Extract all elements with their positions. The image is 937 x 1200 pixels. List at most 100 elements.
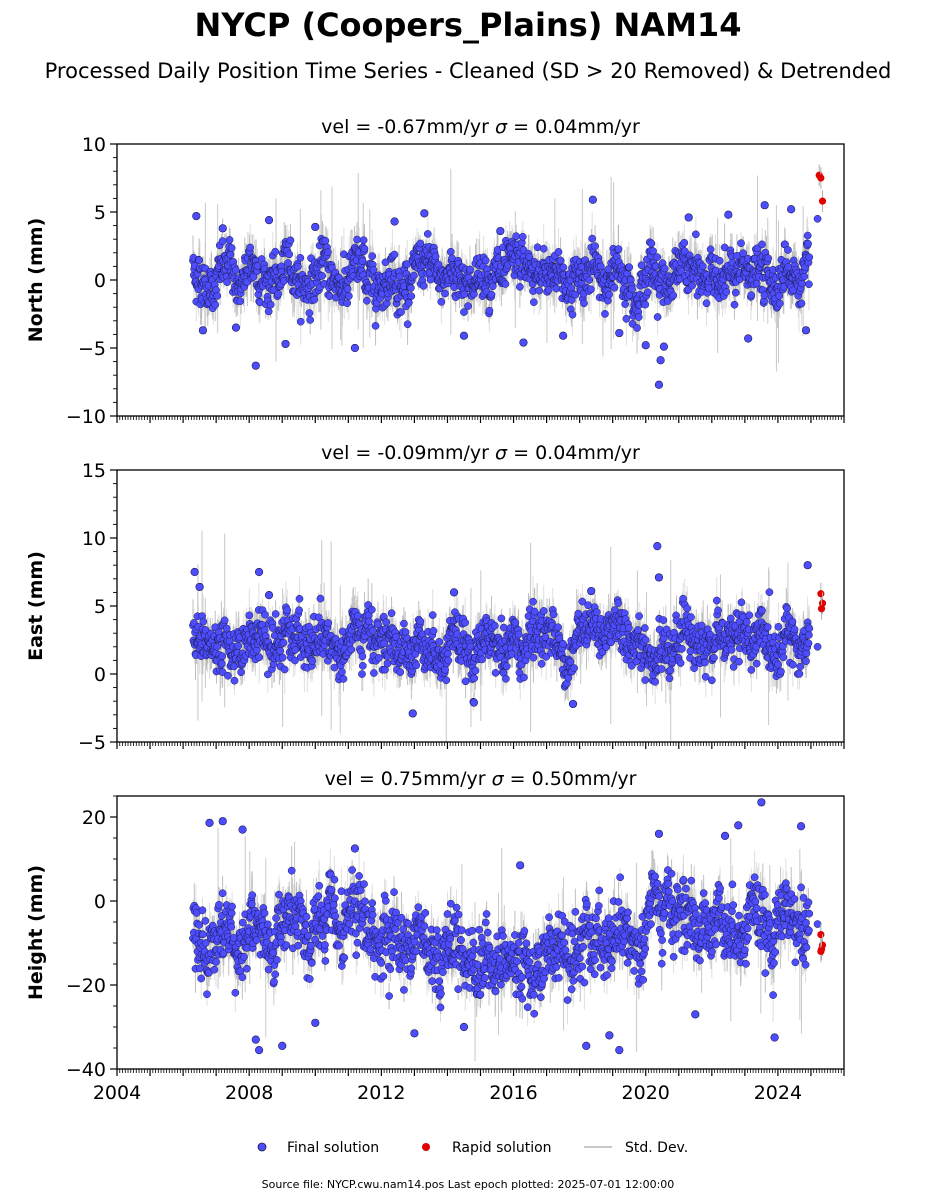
- north-final-point: [446, 247, 455, 256]
- north-final-point: [296, 253, 305, 262]
- north-final-point: [343, 285, 352, 293]
- north-final-point: [625, 263, 634, 272]
- north-final-point: [310, 295, 319, 304]
- north-final-point: [580, 299, 588, 308]
- north-rapid-point: [818, 197, 827, 205]
- north-final-point: [706, 245, 715, 254]
- north-final-point: [363, 296, 371, 305]
- north-final-point: [669, 291, 678, 300]
- north-final-point: [211, 300, 220, 309]
- north-final-point: [403, 320, 412, 329]
- north-y-tick-label: 5: [94, 202, 106, 224]
- north-final-point: [296, 317, 305, 326]
- north-final-point: [571, 290, 580, 299]
- north-final-point: [464, 302, 472, 310]
- north-final-point: [637, 261, 646, 270]
- east-final-point: [217, 659, 226, 668]
- north-final-point: [588, 195, 597, 204]
- north-final-point: [804, 239, 812, 248]
- north-final-point: [231, 266, 240, 275]
- north-final-point: [813, 214, 822, 223]
- east-final-point: [224, 671, 232, 680]
- north-y-tick-label: 0: [94, 270, 106, 292]
- north-final-point: [653, 313, 662, 321]
- north-final-point: [744, 334, 753, 343]
- north-final-point: [568, 310, 577, 319]
- north-final-point: [684, 213, 693, 222]
- north-final-point: [321, 236, 330, 245]
- north-final-point: [641, 341, 650, 350]
- north-y-tick-label: 10: [82, 134, 106, 156]
- north-final-point: [390, 217, 399, 226]
- north-final-point: [556, 256, 565, 265]
- north-title-sigma: σ: [495, 116, 508, 138]
- north-final-point: [409, 271, 418, 280]
- north-y-label: North (mm): [25, 218, 47, 343]
- north-final-point: [318, 272, 326, 280]
- north-final-point: [227, 244, 236, 252]
- north-final-point: [459, 331, 469, 340]
- north-final-point: [501, 280, 510, 288]
- north-final-point: [360, 244, 369, 253]
- panels: −10 −5 0 5 10 vel = -0.67mm/yr σ = 0.04mm/yr N…: [25, 116, 845, 1104]
- north-final-point: [649, 247, 657, 255]
- north-final-point: [605, 290, 613, 299]
- north-final-point: [539, 244, 548, 253]
- north-final-point: [236, 297, 245, 306]
- north-final-point: [223, 278, 231, 287]
- north-final-point: [249, 272, 258, 281]
- north-final-point: [698, 262, 707, 271]
- north-final-point: [519, 338, 528, 347]
- north-rapid-points: [815, 164, 827, 212]
- north-final-point: [633, 324, 641, 332]
- north-panel: −10 −5 0 5 10 vel = -0.67mm/yr σ = 0.04mm/yr N…: [25, 116, 845, 428]
- north-final-point: [395, 272, 404, 281]
- north-final-point: [784, 263, 793, 271]
- north-title-sigma-value: = 0.04mm/yr: [507, 116, 640, 138]
- north-x-axis: [116, 416, 845, 423]
- north-final-point: [764, 254, 773, 263]
- north-final-point: [641, 300, 650, 309]
- north-final-point: [688, 281, 696, 290]
- north-final-point: [775, 299, 784, 308]
- north-final-point: [488, 282, 497, 291]
- north-final-point: [368, 252, 377, 260]
- north-final-point: [758, 240, 766, 249]
- north-plot-area: [189, 164, 827, 389]
- north-final-point: [419, 282, 428, 290]
- north-final-point: [271, 247, 280, 256]
- north-final-point: [680, 238, 689, 247]
- north-final-point: [643, 288, 652, 297]
- north-final-point: [225, 236, 234, 244]
- north-final-point: [647, 239, 656, 248]
- north-y-axis: −10 −5 0 5 10: [66, 134, 117, 428]
- east-final-point: [218, 652, 227, 661]
- north-final-point: [359, 236, 368, 245]
- north-final-point: [420, 209, 429, 218]
- north-final-point: [518, 232, 527, 241]
- north-final-point: [654, 380, 664, 389]
- north-final-point: [516, 283, 524, 291]
- north-final-point: [622, 314, 631, 323]
- north-final-point: [231, 323, 241, 332]
- north-final-point: [485, 306, 494, 315]
- north-final-point: [284, 259, 292, 267]
- east-final-point: [218, 668, 227, 677]
- north-final-point: [441, 289, 449, 298]
- north-final-point: [784, 246, 792, 254]
- north-final-point: [800, 272, 809, 281]
- north-final-point: [554, 248, 563, 256]
- north-final-point: [198, 326, 208, 335]
- north-final-point: [325, 292, 334, 301]
- north-final-point: [760, 201, 769, 210]
- north-final-point: [604, 265, 613, 274]
- north-final-point: [588, 234, 597, 243]
- north-final-point: [601, 310, 609, 318]
- north-final-point: [371, 322, 380, 330]
- north-final-point: [702, 299, 711, 308]
- north-final-point: [731, 288, 740, 297]
- east-final-points: [189, 542, 822, 718]
- north-final-point: [737, 239, 745, 248]
